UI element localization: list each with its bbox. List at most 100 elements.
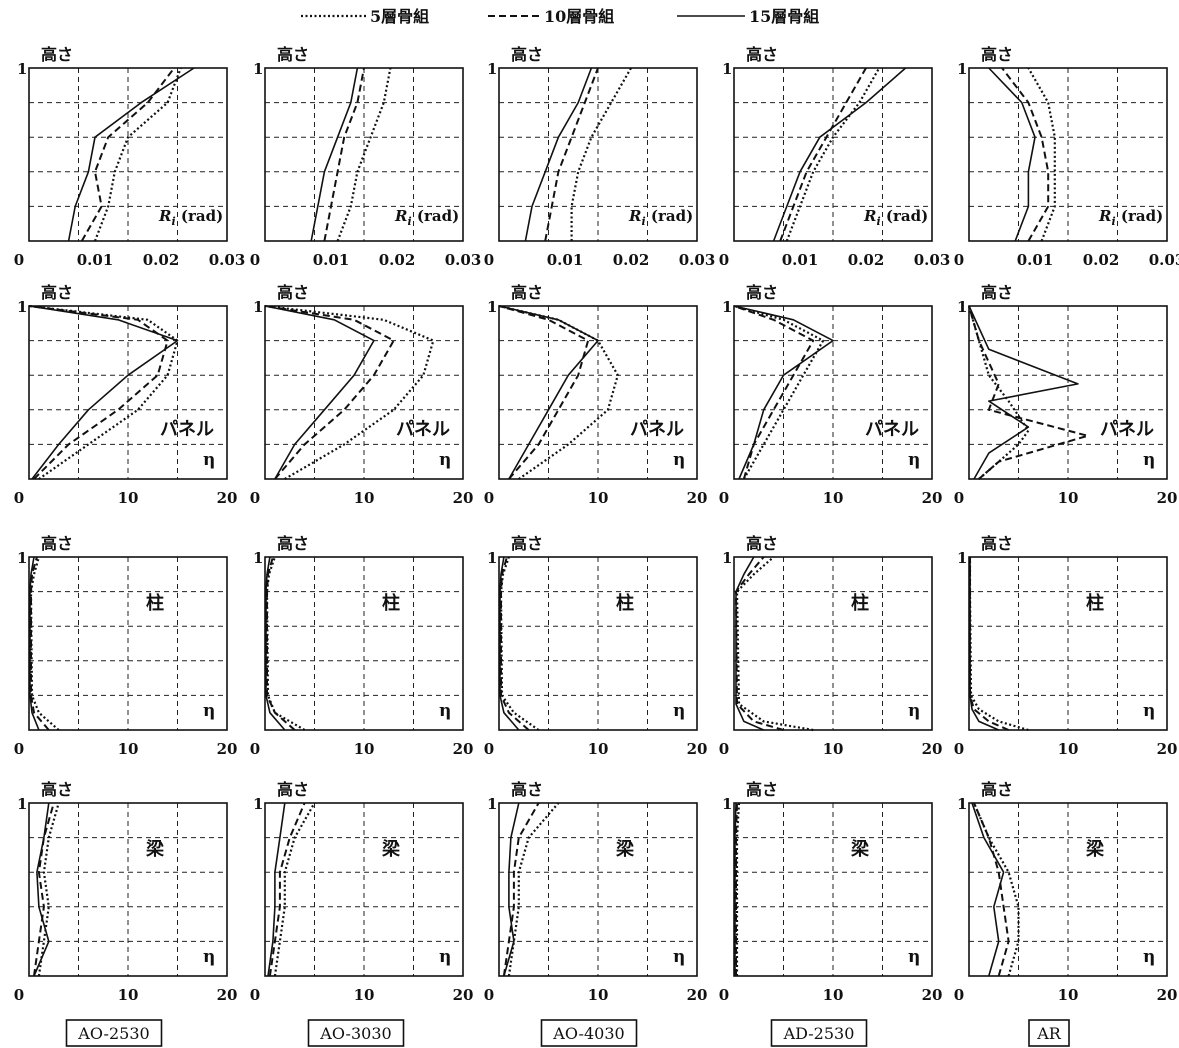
x-tick-label: 0 [719,489,729,507]
x-tick-label: 20 [1157,740,1178,758]
x-tick-label: 0 [250,740,260,758]
eta-label: η [673,701,685,721]
series-line-dashed [323,67,365,242]
eta-label: η [908,947,920,967]
series-line-dashed [500,556,530,731]
y-axis-top-tick: 1 [957,60,967,78]
series-line-dashed [779,67,867,242]
series-line-dotted [29,556,60,731]
x-tick-label: 0 [484,986,494,1004]
x-tick-label: 0 [14,251,24,269]
series-line-dashed [264,305,395,480]
series-line-dashed [30,556,50,731]
y-axis-label: 高さ [746,45,778,64]
y-axis-label: 高さ [41,283,73,302]
x-tick-label: 20 [453,740,474,758]
x-tick-label: 0.02 [143,251,180,269]
panel-quantity-label: 梁 [615,838,635,860]
series-line-solid [733,305,834,480]
y-axis-top-tick: 1 [487,549,497,567]
y-axis-top-tick: 1 [957,298,967,316]
series-line-dashed [268,802,306,977]
legend: 5層骨組 10層骨組 15層骨組 [301,7,819,26]
x-tick-label: 0.03 [914,251,951,269]
rad-unit: (rad) [646,207,694,225]
series-line-dotted [28,304,179,480]
rad-unit: (rad) [881,207,929,225]
eta-label: η [439,701,451,721]
y-axis-label: 高さ [746,534,778,553]
panel-drift-4: 高さ 1 0 0.01 0.02 0.03 Ri (rad) [719,45,950,269]
series-line-solid [67,67,195,242]
series-line-dashed [1001,67,1050,242]
x-tick-label: 0 [954,740,964,758]
rad-unit: (rad) [412,207,460,225]
y-axis-top-tick: 1 [487,298,497,316]
series-line-solid [988,67,1036,242]
series-line-solid [310,67,359,242]
x-tick-label: 20 [453,986,474,1004]
x-tick-label: 20 [1157,489,1178,507]
y-axis-label: 高さ [981,45,1013,64]
plot-frame [264,305,464,480]
series-line-dotted [37,802,60,977]
panel-quantity-label: Ri (rad) [394,207,459,228]
column-label-ao-2530: AO-2530 [77,1024,149,1043]
x-tick-label: 20 [217,986,238,1004]
series-line-solid [29,556,40,731]
rad-subscript: i [876,215,880,228]
panel-quantity-label: パネル [396,419,450,440]
series-line-dotted [735,802,741,976]
x-tick-label: 0 [484,740,494,758]
panel-quantity-label: 梁 [145,838,165,860]
x-tick-label: 10 [588,986,609,1004]
x-tick-label: 0 [250,489,260,507]
column-box [540,1019,638,1047]
column-label-ao-3030: AO-3030 [319,1024,391,1043]
panel-quantity-label: パネル [1100,419,1154,440]
plot-frame [28,67,228,242]
x-tick-label: 0.01 [782,251,819,269]
series-line-dashed [969,557,1009,731]
plot-frame [28,802,228,977]
plot-frame [968,305,1168,480]
x-tick-label: 10 [354,986,375,1004]
plot-frame [28,556,228,731]
x-tick-label: 0 [719,986,729,1004]
series-line-dashed [498,305,590,480]
legend-label-2: 10層骨組 [544,7,614,26]
rad-symbol: R [394,207,407,225]
x-tick-label: 0.01 [547,251,584,269]
x-tick-label: 20 [687,489,708,507]
y-axis-top-tick: 1 [17,60,27,78]
series-line-solid [734,802,737,976]
panel-quantity-label: 柱 [1086,592,1104,614]
rad-symbol: R [863,207,876,225]
panel-quantity-label: 柱 [851,592,869,614]
eta-label: η [908,701,920,721]
panel-quantity-label: Ri (rad) [863,207,928,228]
x-tick-label: 0 [719,740,729,758]
series-line-dashed [28,305,169,480]
eta-label: η [908,450,920,470]
x-tick-label: 0 [954,251,964,269]
x-tick-label: 0 [954,489,964,507]
y-axis-top-tick: 1 [722,795,732,813]
x-tick-label: 0 [484,251,494,269]
series-line-dotted [733,304,825,480]
eta-label: η [203,947,215,967]
rad-subscript: i [1111,215,1115,228]
y-axis-label: 高さ [41,534,73,553]
series-line-solid [503,802,520,977]
series-line-dashed [735,556,784,731]
eta-label: η [439,450,451,470]
panel-quantity-label: Ri (rad) [628,207,693,228]
series-line-dotted [735,556,814,732]
